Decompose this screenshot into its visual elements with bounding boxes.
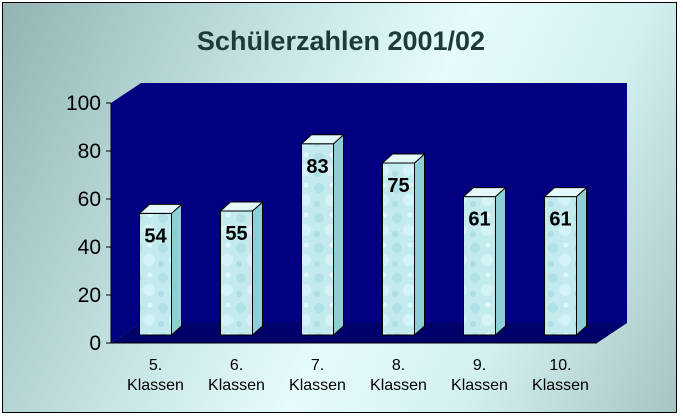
x-tick-label: 6. Klassen <box>208 357 265 394</box>
y-axis: 0 20 40 60 80 100 <box>66 92 111 355</box>
bar-value-label: 75 <box>387 175 409 197</box>
bar-top <box>543 187 588 198</box>
bar-value-label: 55 <box>225 223 247 245</box>
bars: 54 55 83 75 61 61 <box>138 133 588 337</box>
bar-value-label: 61 <box>549 209 571 231</box>
x-tick-label: 8. Klassen <box>370 357 427 394</box>
bar: 75 <box>381 152 426 337</box>
bar-side <box>252 200 263 337</box>
bar-top <box>300 134 345 145</box>
x-axis: 5. Klassen 6. Klassen 7. Klassen 8. Klassen 9. Kl… <box>127 357 589 394</box>
bar-front <box>139 212 172 336</box>
bar-value-label: 54 <box>144 225 167 247</box>
y-tick-label: 100 <box>66 92 101 115</box>
bar-top <box>138 203 183 214</box>
bar: 61 <box>462 186 507 337</box>
bar: 55 <box>219 200 264 337</box>
chart-title: Schülerzahlen 2001/02 <box>197 26 485 56</box>
bar-value-label: 61 <box>468 209 490 231</box>
x-tick-label: 10. Klassen <box>532 357 589 394</box>
x-tick-label: 7. Klassen <box>289 357 346 394</box>
bar-front <box>544 196 577 336</box>
y-tick-label: 40 <box>78 236 101 259</box>
y-tick-label: 80 <box>78 140 101 163</box>
bar: 54 <box>138 203 183 337</box>
bar-front <box>382 162 415 336</box>
bar: 83 <box>300 133 345 337</box>
bar-side <box>576 186 587 337</box>
bar-front <box>301 143 334 336</box>
y-tick-label: 0 <box>89 332 101 355</box>
y-tick-label: 20 <box>78 284 101 307</box>
bar-top <box>381 153 426 164</box>
bar-side <box>333 133 344 337</box>
bar-value-label: 83 <box>306 156 328 178</box>
bar-top <box>462 187 507 198</box>
x-tick-label: 5. Klassen <box>127 357 184 394</box>
bar-side <box>171 203 182 337</box>
x-tick-label: 9. Klassen <box>451 357 508 394</box>
bar-side <box>414 152 425 337</box>
bar: 61 <box>543 186 588 337</box>
y-tick-label: 60 <box>78 188 101 211</box>
bar-side <box>495 186 506 337</box>
bar-top <box>219 201 264 212</box>
